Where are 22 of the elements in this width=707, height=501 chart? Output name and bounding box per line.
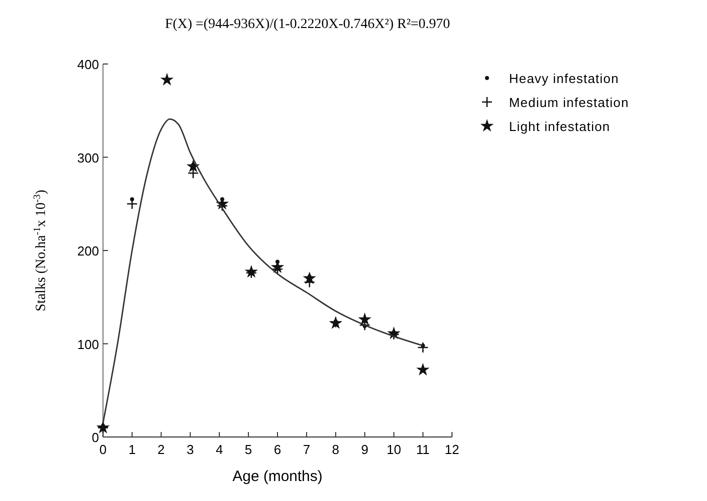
x-tick-label: 10 <box>386 442 402 457</box>
x-tick-label: 9 <box>361 442 368 457</box>
legend-label: Heavy infestation <box>509 71 619 86</box>
x-axis-title: Age (months) <box>232 468 323 485</box>
x-tick-label: 4 <box>216 442 223 457</box>
legend-label: Medium infestation <box>509 95 629 110</box>
x-tick-label: 11 <box>416 442 430 457</box>
y-tick-label: 200 <box>77 244 99 258</box>
legend-label: Light infestation <box>509 119 610 134</box>
x-tick-label: 5 <box>244 442 252 457</box>
x-tick-label: 6 <box>274 442 282 457</box>
y-tick-label: 400 <box>77 57 99 72</box>
x-tick-label: 8 <box>332 442 340 457</box>
x-tick-label: 7 <box>302 442 310 457</box>
y-tick-label: 300 <box>77 150 99 166</box>
chart-title: F(X) =(944-936X)/(1-0.2220X-0.746X²) R²=0.970 <box>164 17 450 32</box>
x-tick-label: 2 <box>158 442 165 457</box>
y-tick-label: 0 <box>92 430 99 445</box>
y-tick-label: 100 <box>77 336 99 352</box>
x-tick-label: 12 <box>444 442 460 457</box>
x-tick-label: 3 <box>186 442 194 457</box>
x-tick-label: 1 <box>128 442 136 457</box>
